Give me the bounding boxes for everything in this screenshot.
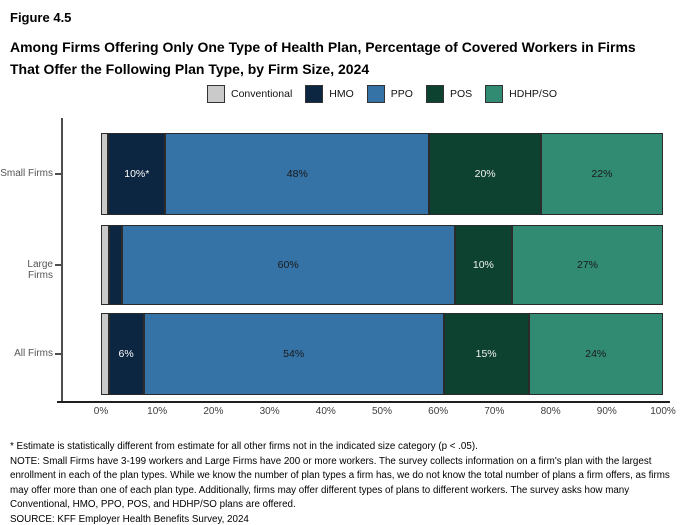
bar-segment-label: 24% <box>585 348 607 360</box>
legend-item: HDHP/SO <box>485 85 557 103</box>
y-axis-tick <box>55 353 61 355</box>
bar-segment-ppo: 60% <box>121 225 455 305</box>
x-tick-label: 0% <box>93 406 109 417</box>
bar-segment-label: 54% <box>283 348 305 360</box>
bar-segment-hdhp-so: 27% <box>511 225 664 305</box>
legend-swatch <box>425 85 444 103</box>
bar-segment-hmo <box>108 225 122 305</box>
bar-segment-hmo: 10%* <box>108 133 166 215</box>
bar-segment-label: 48% <box>286 168 308 180</box>
legend-label: POS <box>449 88 473 100</box>
bar-segment-conventional <box>101 313 109 395</box>
category-label: Small Firms <box>0 168 53 179</box>
x-tick-label: 60% <box>428 406 449 417</box>
bar-segment-label: 20% <box>474 168 496 180</box>
x-tick-label: 100% <box>650 406 676 417</box>
legend-item: POS <box>425 85 473 103</box>
footnote-asterisk: * Estimate is statistically different fr… <box>10 441 478 452</box>
legend-swatch <box>485 85 504 103</box>
x-tick-label: 80% <box>540 406 561 417</box>
bar-row: 60% 10% 27% <box>101 225 664 305</box>
bar-segment-conventional <box>101 133 109 215</box>
legend-item: Conventional <box>206 85 293 103</box>
chart-title: Among Firms Offering Only One Type of He… <box>10 36 694 80</box>
legend-label: Conventional <box>230 88 293 100</box>
chart-title-line1: Among Firms Offering Only One Type of He… <box>10 39 636 55</box>
bar-segment-label: 10%* <box>124 168 150 180</box>
legend-item: PPO <box>366 85 413 103</box>
bar-segment-label: 6% <box>118 348 134 360</box>
legend: Conventional HMO PPO POS HDHP/SO <box>66 85 698 103</box>
chart-title-line2: That Offer the Following Plan Type, by F… <box>10 61 370 77</box>
y-axis-tick <box>55 173 61 175</box>
bar-row: 6% 54% 15% 24% <box>101 313 663 395</box>
x-axis-line <box>57 401 670 403</box>
legend-swatch <box>206 85 225 103</box>
footnote-note: NOTE: Small Firms have 3-199 workers and… <box>10 455 670 511</box>
legend-label: PPO <box>390 88 413 100</box>
x-tick-label: 50% <box>371 406 392 417</box>
bar-segment-label: 60% <box>277 259 299 271</box>
bar-segment-hdhp-so: 22% <box>540 133 664 215</box>
bar-segment-label: 15% <box>475 348 497 360</box>
figure-label: Figure 4.5 <box>10 10 72 25</box>
x-tick-label: 70% <box>484 406 505 417</box>
bar-segment-pos: 20% <box>429 133 541 215</box>
bar-segment-hdhp-so: 24% <box>528 313 663 395</box>
bar-segment-pos: 15% <box>443 313 529 395</box>
x-tick-label: 20% <box>203 406 224 417</box>
bar-segment-pos: 10% <box>454 225 512 305</box>
footnote-source: SOURCE: KFF Employer Health Benefits Sur… <box>10 513 249 525</box>
category-label: Large Firms <box>27 259 53 281</box>
bar-segment-hmo: 6% <box>108 313 144 395</box>
bar-segment-label: 22% <box>591 168 613 180</box>
bar-segment-conventional <box>101 225 109 305</box>
footnotes: * Estimate is statistically different fr… <box>10 440 690 525</box>
bar-segment-ppo: 48% <box>165 133 430 215</box>
bar-segment-label: 10% <box>472 259 494 271</box>
bar-row: 10%* 48% 20% 22% <box>101 133 664 215</box>
legend-label: HMO <box>329 88 354 100</box>
x-tick-label: 90% <box>596 406 617 417</box>
bar-segment-label: 27% <box>576 259 598 271</box>
x-tick-label: 30% <box>259 406 280 417</box>
category-label: All Firms <box>14 348 53 359</box>
bar-segment-ppo: 54% <box>143 313 444 395</box>
x-tick-label: 40% <box>315 406 336 417</box>
y-axis-tick <box>55 264 61 266</box>
x-tick-label: 10% <box>147 406 168 417</box>
y-axis-line <box>61 118 63 402</box>
legend-swatch <box>305 85 324 103</box>
legend-label: HDHP/SO <box>509 88 557 100</box>
legend-item: HMO <box>305 85 354 103</box>
legend-swatch <box>366 85 385 103</box>
